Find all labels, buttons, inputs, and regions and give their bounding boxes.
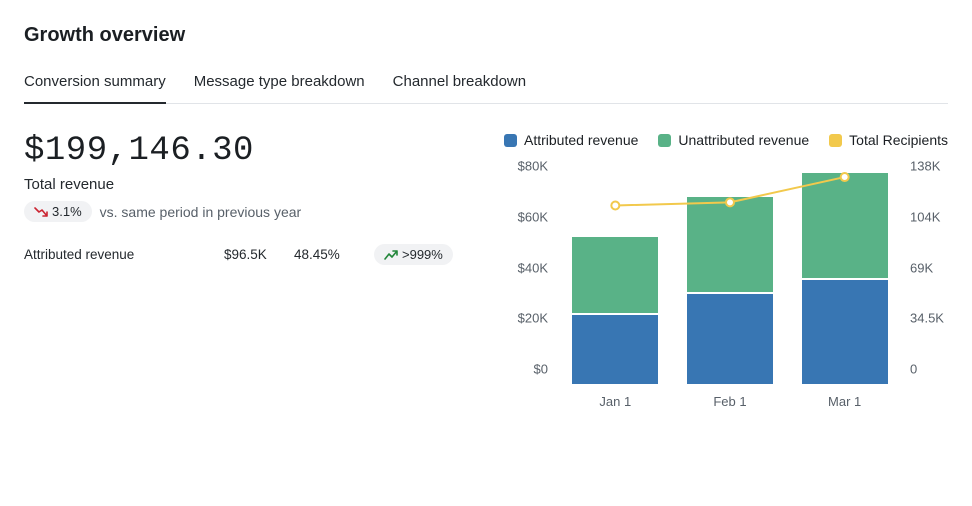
metric-change-badge: >999% bbox=[374, 244, 453, 265]
legend-swatch bbox=[658, 134, 671, 147]
legend-label: Attributed revenue bbox=[524, 132, 638, 148]
chart-legend: Attributed revenue Unattributed revenue To… bbox=[504, 132, 954, 148]
trend-up-icon bbox=[384, 249, 398, 261]
bar-seg-unattributed bbox=[802, 173, 888, 281]
tabs: Conversion summary Message type breakdown… bbox=[24, 65, 948, 104]
y-right-tick: 0 bbox=[910, 362, 954, 377]
x-tick: Feb 1 bbox=[687, 394, 773, 409]
y-axis-right: 138K104K69K34.5K0 bbox=[910, 166, 954, 384]
page-title: Growth overview bbox=[24, 24, 948, 47]
legend-label: Unattributed revenue bbox=[678, 132, 809, 148]
metric-percent: 48.45% bbox=[294, 247, 374, 262]
bar-seg-unattributed bbox=[572, 237, 658, 315]
x-tick: Mar 1 bbox=[802, 394, 888, 409]
legend-swatch bbox=[504, 134, 517, 147]
y-right-tick: 69K bbox=[910, 260, 954, 275]
metric-label: Attributed revenue bbox=[24, 247, 224, 262]
tab-conversion-summary[interactable]: Conversion summary bbox=[24, 65, 166, 104]
bar bbox=[802, 173, 888, 384]
bar bbox=[572, 237, 658, 384]
metric-value: $96.5K bbox=[224, 247, 294, 262]
y-left-tick: $40K bbox=[504, 260, 548, 275]
chart: $80K$60K$40K$20K$0 138K104K69K34.5K0 Jan… bbox=[504, 166, 954, 426]
legend-item: Unattributed revenue bbox=[658, 132, 809, 148]
y-left-tick: $80K bbox=[504, 159, 548, 174]
y-left-tick: $60K bbox=[504, 209, 548, 224]
y-axis-left: $80K$60K$40K$20K$0 bbox=[504, 166, 548, 384]
comparison-text: vs. same period in previous year bbox=[100, 204, 302, 220]
metric-change-text: >999% bbox=[402, 247, 443, 262]
y-right-tick: 34.5K bbox=[910, 311, 954, 326]
legend-label: Total Recipients bbox=[849, 132, 948, 148]
x-axis: Jan 1 Feb 1 Mar 1 bbox=[558, 394, 902, 409]
y-right-tick: 104K bbox=[910, 209, 954, 224]
y-right-tick: 138K bbox=[910, 159, 954, 174]
bar-seg-attributed bbox=[572, 315, 658, 384]
bar bbox=[687, 197, 773, 384]
legend-swatch bbox=[829, 134, 842, 147]
metric-row-attributed: Attributed revenue $96.5K 48.45% >999% bbox=[24, 244, 464, 265]
bar-seg-attributed bbox=[687, 294, 773, 384]
total-revenue-value: $199,146.30 bbox=[24, 132, 464, 170]
trend-down-icon bbox=[34, 206, 48, 218]
delta-badge: 3.1% bbox=[24, 201, 92, 222]
y-left-tick: $0 bbox=[504, 362, 548, 377]
y-left-tick: $20K bbox=[504, 311, 548, 326]
x-tick: Jan 1 bbox=[572, 394, 658, 409]
plot-area bbox=[558, 166, 902, 384]
legend-item: Attributed revenue bbox=[504, 132, 638, 148]
tab-channel-breakdown[interactable]: Channel breakdown bbox=[393, 65, 526, 104]
total-revenue-label: Total revenue bbox=[24, 176, 464, 193]
legend-item: Total Recipients bbox=[829, 132, 948, 148]
bar-seg-attributed bbox=[802, 280, 888, 384]
bar-seg-unattributed bbox=[687, 197, 773, 294]
tab-message-type-breakdown[interactable]: Message type breakdown bbox=[194, 65, 365, 104]
delta-badge-text: 3.1% bbox=[52, 204, 82, 219]
